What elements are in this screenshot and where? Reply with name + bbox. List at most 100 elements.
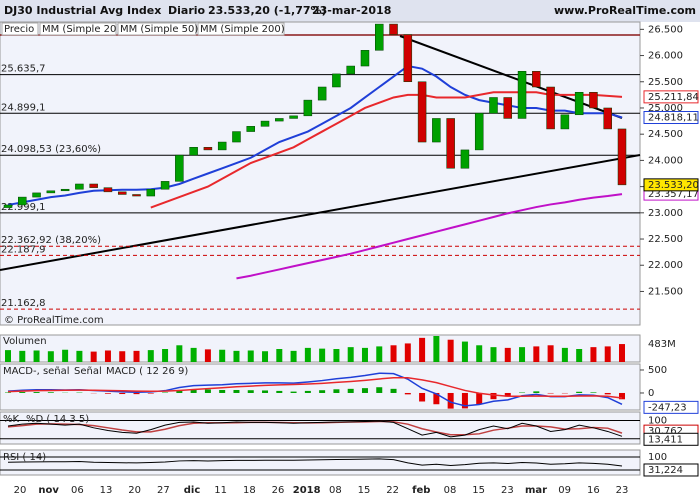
candle bbox=[317, 86, 327, 101]
candle bbox=[360, 50, 370, 67]
macd-histogram bbox=[604, 392, 611, 395]
x-tick-label: 23 bbox=[616, 485, 629, 496]
panel-title: Señal bbox=[74, 366, 102, 377]
candle bbox=[18, 196, 27, 206]
volume-bar bbox=[376, 346, 383, 362]
macd-histogram bbox=[233, 389, 240, 393]
volume-bar bbox=[76, 350, 83, 362]
macd-histogram bbox=[204, 389, 211, 393]
macd-histogram bbox=[290, 391, 297, 393]
macd-histogram bbox=[476, 392, 483, 405]
volume-bar bbox=[190, 347, 197, 362]
volume-bar bbox=[90, 351, 97, 362]
rsi-line bbox=[7, 458, 623, 467]
legend-entry: MM (Simple 50) bbox=[120, 24, 198, 35]
candle bbox=[75, 183, 84, 190]
volume-bar bbox=[347, 347, 354, 362]
candle bbox=[32, 192, 41, 198]
price-label-box bbox=[643, 400, 699, 414]
candle bbox=[617, 128, 627, 186]
volume-label: 483M bbox=[648, 339, 676, 350]
volume-bar bbox=[476, 345, 483, 362]
price-label-box bbox=[643, 90, 699, 104]
panel-title: %D ( 14 3 5) bbox=[26, 414, 89, 425]
price-panel bbox=[0, 21, 641, 326]
volume-bar bbox=[333, 349, 340, 362]
macd-histogram bbox=[504, 392, 511, 397]
price-label-box bbox=[643, 111, 699, 125]
macd-histogram bbox=[119, 392, 126, 395]
x-tick-label: 20 bbox=[14, 485, 27, 496]
price-label-box bbox=[643, 178, 699, 192]
price-label: 31,224 bbox=[648, 465, 683, 476]
y-tick-label: 22.000 bbox=[648, 260, 683, 271]
volume-bar bbox=[147, 350, 154, 362]
candle bbox=[375, 23, 384, 51]
volume-bar bbox=[490, 347, 497, 362]
volume-bar bbox=[247, 350, 254, 362]
y-tick-label: 25.000 bbox=[648, 103, 683, 114]
x-tick-label: 16 bbox=[587, 485, 600, 496]
candle bbox=[346, 65, 355, 75]
price-label: 13,411 bbox=[648, 434, 683, 445]
candle bbox=[89, 183, 98, 188]
x-tick-label: mar bbox=[525, 485, 547, 496]
volume-bar bbox=[262, 351, 269, 362]
macd-histogram bbox=[104, 392, 111, 394]
title: DJ30 Industrial Avg Index bbox=[4, 4, 161, 17]
macd-histogram bbox=[376, 387, 383, 393]
panel-title: MACD-, señal bbox=[3, 366, 70, 377]
header-bar bbox=[0, 0, 700, 22]
y-tick-label: 26.500 bbox=[648, 24, 683, 35]
panel-title: %K bbox=[3, 414, 20, 425]
volume-bar bbox=[104, 350, 111, 362]
volume-bar bbox=[276, 349, 283, 362]
level-label: 24.098,53 (23,60%) bbox=[1, 144, 101, 155]
candle bbox=[303, 99, 313, 117]
level-label: 22.999,1 bbox=[1, 202, 46, 213]
x-tick-label: 08 bbox=[444, 485, 457, 496]
macd-histogram bbox=[419, 392, 426, 402]
watermark: © ProRealTime.com bbox=[4, 315, 104, 326]
candle bbox=[560, 114, 570, 130]
x-tick-label: dic bbox=[184, 485, 201, 496]
volume-bar bbox=[19, 350, 26, 362]
candle bbox=[532, 71, 541, 88]
candle bbox=[403, 34, 413, 83]
x-tick-label: 27 bbox=[157, 485, 170, 496]
macd-histogram bbox=[304, 390, 311, 393]
volume-bar bbox=[519, 347, 526, 362]
y-tick-label: 0 bbox=[648, 388, 654, 399]
candle bbox=[46, 190, 56, 194]
volume-bar bbox=[433, 336, 440, 362]
level-label: 25.635,7 bbox=[1, 64, 46, 75]
macd-histogram bbox=[461, 392, 468, 409]
x-tick-label: 11 bbox=[214, 485, 227, 496]
legend-entry: Precio bbox=[4, 24, 34, 35]
candle bbox=[103, 187, 113, 193]
moving-average bbox=[150, 91, 623, 209]
candle bbox=[203, 147, 213, 151]
period: Diario bbox=[168, 4, 206, 17]
x-tick-label: 09 bbox=[558, 485, 571, 496]
legend-box bbox=[1, 22, 39, 36]
volume-bar bbox=[590, 347, 597, 362]
macd-histogram bbox=[404, 392, 411, 395]
x-tick-label: 15 bbox=[472, 485, 485, 496]
price-label-box bbox=[643, 463, 699, 477]
panel-title: Volumen bbox=[3, 336, 47, 347]
y-tick-label: 24.000 bbox=[648, 155, 683, 166]
volume-bar bbox=[533, 346, 540, 362]
candle bbox=[3, 204, 13, 208]
macd-panel bbox=[0, 363, 641, 411]
candle bbox=[503, 97, 513, 119]
candle bbox=[589, 91, 598, 109]
moving-average bbox=[236, 193, 623, 280]
macd-histogram bbox=[533, 391, 540, 393]
x-tick-label: 15 bbox=[358, 485, 371, 496]
legend-box bbox=[117, 22, 197, 36]
candle bbox=[446, 118, 455, 169]
level-label: 22.362,92 (38,20%) bbox=[1, 235, 101, 246]
macd-histogram bbox=[433, 392, 440, 405]
